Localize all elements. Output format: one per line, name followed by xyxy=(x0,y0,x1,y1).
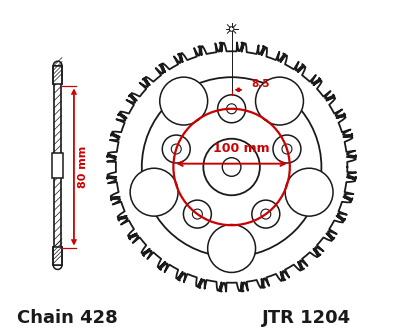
Bar xyxy=(53,247,62,265)
Circle shape xyxy=(273,135,301,163)
Circle shape xyxy=(208,224,256,273)
Text: 8.5: 8.5 xyxy=(252,79,270,89)
Text: 80 mm: 80 mm xyxy=(78,146,88,188)
Circle shape xyxy=(184,200,211,228)
Circle shape xyxy=(142,77,322,257)
Circle shape xyxy=(222,158,241,176)
Circle shape xyxy=(162,135,190,163)
Circle shape xyxy=(130,168,178,216)
Circle shape xyxy=(285,168,333,216)
Text: Chain 428: Chain 428 xyxy=(16,309,117,327)
Text: 100 mm: 100 mm xyxy=(213,142,270,155)
Circle shape xyxy=(203,139,260,195)
Text: JTR 1204: JTR 1204 xyxy=(262,309,351,327)
Bar xyxy=(52,153,63,178)
Bar xyxy=(53,65,62,84)
Circle shape xyxy=(218,95,246,123)
Circle shape xyxy=(160,77,208,125)
Circle shape xyxy=(256,77,304,125)
Bar xyxy=(54,65,61,265)
Circle shape xyxy=(252,200,280,228)
